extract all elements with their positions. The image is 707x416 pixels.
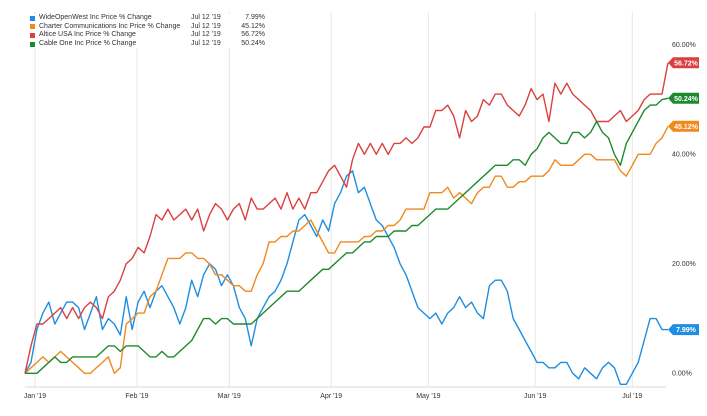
legend-series-name: Charter Communications Inc Price % Chang… bbox=[39, 22, 181, 30]
legend-date: Jul 12 '19 bbox=[191, 14, 221, 21]
x-axis: Jan '19 Feb '19 Mar '19 Apr '19 May '19 Jun '… bbox=[24, 393, 643, 400]
series-line bbox=[24, 170, 669, 385]
legend-value: 50.24% bbox=[241, 39, 265, 47]
legend-series-name: Altice USA Inc Price % Change bbox=[39, 31, 136, 39]
series-line bbox=[25, 97, 669, 374]
legend-item-altice: Altice USA Inc Price % Change Jul 12 '19… bbox=[30, 31, 265, 40]
end-label-box bbox=[668, 57, 699, 69]
legend-item-charter: Charter Communications Inc Price % Chang… bbox=[30, 23, 265, 32]
x-tick-label: Jan '19 bbox=[24, 393, 46, 400]
end-label-box bbox=[668, 324, 699, 336]
x-tick-label: Feb '19 bbox=[125, 393, 148, 400]
x-tick-label: May '19 bbox=[416, 393, 440, 400]
legend-value: 56.72% bbox=[241, 31, 265, 39]
legend-swatch bbox=[30, 41, 35, 47]
end-value-labels: 7.99% 45.12% 56.72% 50.24% bbox=[668, 57, 699, 336]
end-label-box bbox=[668, 120, 699, 132]
legend-date: Jul 12 '19 bbox=[191, 39, 221, 47]
end-value-label: 7.99% bbox=[676, 327, 697, 334]
legend-item-wideopenwest: WideOpenWest Inc Price % Change Jul 12 '… bbox=[30, 14, 265, 23]
y-tick-label: 0.00% bbox=[672, 370, 692, 377]
y-axis: 0.00% 20.00% 40.00% 60.00% bbox=[672, 42, 696, 377]
series-line bbox=[24, 125, 669, 374]
series-lines bbox=[24, 62, 669, 385]
y-tick-label: 60.00% bbox=[672, 42, 696, 49]
legend-date: Jul 12 '19 bbox=[191, 22, 221, 30]
legend-swatch bbox=[30, 32, 35, 38]
y-tick-label: 40.00% bbox=[672, 151, 696, 158]
series-line bbox=[24, 62, 669, 374]
y-tick-label: 20.00% bbox=[672, 261, 696, 268]
legend-value: 7.99% bbox=[245, 14, 265, 21]
end-label-box bbox=[668, 92, 699, 104]
x-tick-label: Apr '19 bbox=[320, 393, 342, 400]
end-value-label: 45.12% bbox=[674, 124, 699, 131]
x-tick-label: Mar '19 bbox=[218, 393, 241, 400]
legend-swatch bbox=[30, 24, 35, 30]
legend-swatch bbox=[30, 15, 35, 21]
end-value-label: 50.24% bbox=[674, 96, 699, 103]
legend-series-name: WideOpenWest Inc Price % Change bbox=[39, 14, 152, 21]
x-tick-label: Jun '19 bbox=[524, 393, 546, 400]
legend-series-name: Cable One Inc Price % Change bbox=[39, 39, 137, 47]
vertical-gridlines bbox=[34, 12, 633, 387]
legend-value: 45.12% bbox=[241, 22, 265, 30]
end-value-label: 56.72% bbox=[674, 60, 699, 67]
legend-item-cable-one: Cable One Inc Price % Change Jul 12 '19 … bbox=[30, 40, 265, 49]
x-tick-label: Jul '19 bbox=[622, 393, 642, 400]
legend: WideOpenWest Inc Price % Change Jul 12 '… bbox=[30, 14, 265, 49]
legend-date: Jul 12 '19 bbox=[191, 31, 221, 39]
